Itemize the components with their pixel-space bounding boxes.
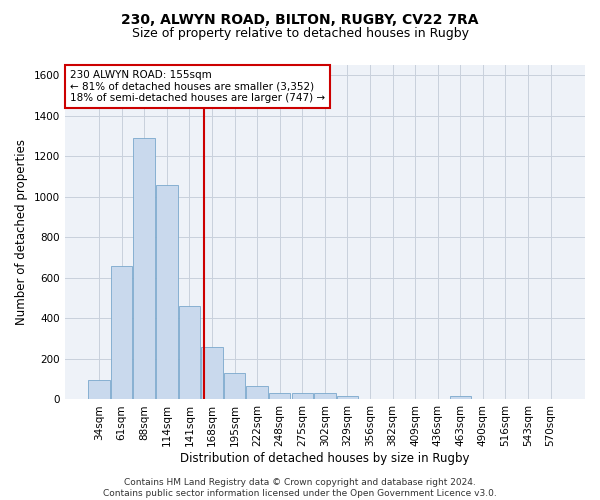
Text: 230 ALWYN ROAD: 155sqm
← 81% of detached houses are smaller (3,352)
18% of semi-: 230 ALWYN ROAD: 155sqm ← 81% of detached… <box>70 70 325 103</box>
Bar <box>111 266 133 400</box>
Bar <box>224 373 245 400</box>
Bar <box>449 396 471 400</box>
Bar <box>292 394 313 400</box>
Bar <box>201 347 223 400</box>
Bar <box>269 394 290 400</box>
Y-axis label: Number of detached properties: Number of detached properties <box>15 139 28 325</box>
Bar <box>133 138 155 400</box>
X-axis label: Distribution of detached houses by size in Rugby: Distribution of detached houses by size … <box>180 452 470 465</box>
Bar <box>314 394 335 400</box>
Text: Size of property relative to detached houses in Rugby: Size of property relative to detached ho… <box>131 28 469 40</box>
Bar <box>88 380 110 400</box>
Text: 230, ALWYN ROAD, BILTON, RUGBY, CV22 7RA: 230, ALWYN ROAD, BILTON, RUGBY, CV22 7RA <box>121 12 479 26</box>
Bar <box>179 306 200 400</box>
Text: Contains HM Land Registry data © Crown copyright and database right 2024.
Contai: Contains HM Land Registry data © Crown c… <box>103 478 497 498</box>
Bar <box>247 386 268 400</box>
Bar <box>337 396 358 400</box>
Bar <box>156 184 178 400</box>
